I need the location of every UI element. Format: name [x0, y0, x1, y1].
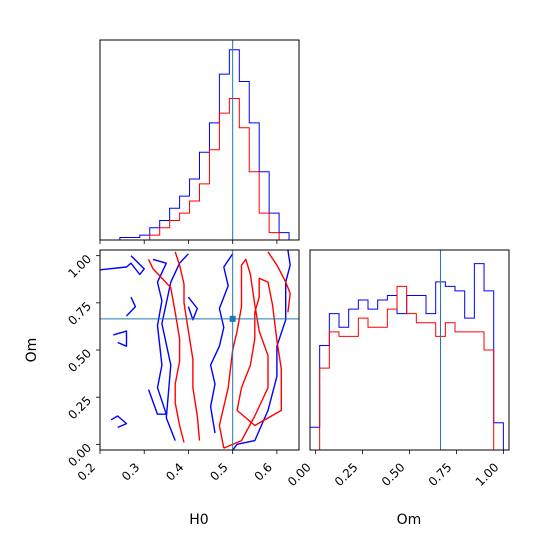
truth-marker: [229, 315, 236, 322]
contour-axes: 0.2 0.3 0.4 0.5 0.60.000.250.500.751.00: [65, 249, 300, 484]
contour-lines: [100, 250, 299, 450]
hist-h0-blue: [100, 49, 299, 241]
x-om-tick-label: 0.50: [379, 460, 408, 489]
contour-red: [174, 251, 201, 441]
x-h0-tick-label: 0.4: [163, 460, 186, 483]
contour-blue: [147, 258, 167, 415]
contour-blue: [113, 330, 128, 347]
contour-frame: [99, 249, 300, 451]
hist-om-frame: [309, 249, 510, 451]
x-om-tick-label: 0.75: [426, 460, 455, 489]
contour-blue: [110, 415, 128, 429]
contour-red: [236, 277, 282, 427]
hist-om-red: [310, 285, 504, 451]
hist-h0-axes: [99, 39, 300, 244]
y-om-tick-label: 1.00: [65, 252, 94, 281]
y-axis-label-om: Om: [24, 338, 40, 363]
x-h0-tick-label: 0.6: [252, 460, 275, 483]
x-om-tick-label: 0.25: [332, 460, 361, 489]
y-om-tick-label: 0.25: [65, 393, 94, 422]
x-om-tick-label: 0.00: [285, 460, 314, 489]
contour-blue: [209, 253, 234, 434]
x-om-tick-label: 1.00: [473, 460, 502, 489]
x-h0-tick-label: 0.5: [207, 460, 230, 483]
hist-h0-red: [100, 98, 299, 241]
y-om-tick-label: 0.75: [65, 299, 94, 328]
x-axis-label-om: Om: [397, 512, 422, 528]
contour-blue: [100, 255, 145, 276]
contour-blue: [125, 296, 137, 317]
contour-red: [218, 258, 269, 449]
contour-blue: [187, 296, 198, 321]
hist-h0-frame: [99, 39, 300, 241]
y-om-tick-label: 0.50: [65, 346, 94, 375]
contour-blue: [232, 250, 291, 450]
x-axis-label-h0: H0: [189, 512, 208, 528]
contour-red: [267, 251, 291, 313]
x-h0-tick-label: 0.3: [119, 460, 142, 483]
contour-red: [147, 259, 185, 443]
hist-om-axes: 0.00 0.25 0.50 0.75 1.00: [285, 249, 510, 489]
